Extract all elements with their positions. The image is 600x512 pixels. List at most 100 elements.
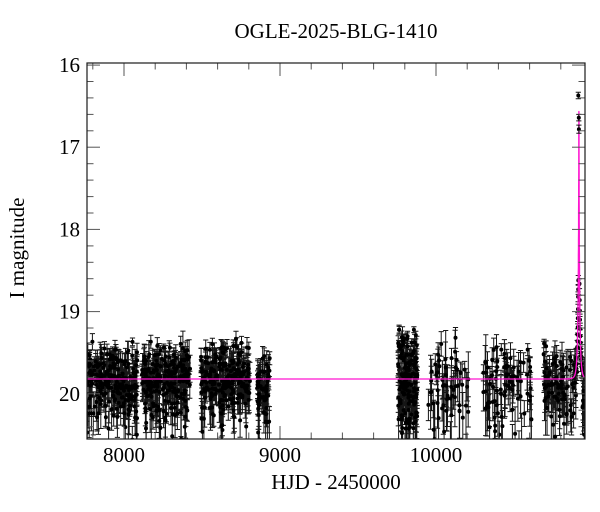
- data-point: [118, 404, 123, 409]
- data-point: [398, 355, 403, 360]
- data-point: [208, 369, 213, 374]
- data-point: [255, 372, 260, 376]
- data-point: [265, 379, 270, 384]
- data-point: [506, 383, 511, 388]
- data-point: [221, 364, 226, 369]
- data-point: [229, 385, 234, 390]
- data-point: [120, 359, 125, 364]
- data-point: [429, 369, 434, 374]
- data-point: [399, 372, 404, 377]
- data-point: [443, 357, 448, 362]
- data-point: [134, 432, 139, 437]
- data-point: [168, 385, 173, 389]
- data-point: [125, 365, 129, 370]
- data-point: [443, 365, 448, 370]
- data-point: [460, 415, 465, 420]
- data-point: [228, 369, 233, 374]
- data-point: [265, 420, 270, 424]
- data-point: [258, 384, 263, 389]
- data-point: [493, 423, 498, 428]
- data-point: [104, 379, 109, 384]
- data-point: [414, 367, 419, 372]
- data-point: [499, 347, 504, 352]
- data-point: [546, 394, 551, 399]
- data-point: [491, 347, 496, 352]
- data-point: [87, 353, 92, 358]
- data-point: [453, 335, 458, 340]
- data-point: [557, 414, 562, 419]
- data-point: [163, 354, 168, 359]
- data-point: [223, 382, 228, 387]
- data-point: [247, 379, 252, 384]
- data-point: [134, 384, 139, 389]
- data-point: [142, 357, 147, 362]
- data-point: [576, 115, 581, 120]
- data-point: [200, 429, 205, 434]
- data-point: [133, 394, 137, 399]
- data-point: [525, 347, 530, 352]
- data-point: [241, 365, 245, 369]
- data-point: [515, 375, 520, 380]
- data-point: [243, 401, 248, 406]
- data-point: [556, 398, 560, 403]
- data-point: [154, 352, 159, 357]
- data-point: [149, 394, 154, 399]
- data-point: [511, 374, 516, 379]
- data-point: [173, 370, 178, 375]
- data-point: [516, 369, 521, 374]
- x-tick-label: 10000: [410, 443, 463, 467]
- data-point: [102, 362, 107, 367]
- data-point: [143, 401, 147, 406]
- data-point: [158, 348, 163, 353]
- data-point: [135, 350, 139, 355]
- data-point: [518, 360, 523, 365]
- data-point: [542, 398, 547, 403]
- data-point: [171, 352, 176, 357]
- data-point: [518, 394, 523, 399]
- data-point: [549, 414, 554, 419]
- data-point: [529, 417, 534, 422]
- data-point: [435, 401, 440, 405]
- data-point: [178, 395, 183, 400]
- data-point: [426, 402, 431, 407]
- data-point: [206, 387, 211, 392]
- data-point: [127, 394, 132, 399]
- data-point: [218, 405, 223, 410]
- data-point: [568, 408, 573, 413]
- data-point: [399, 335, 404, 340]
- data-point: [242, 361, 246, 366]
- data-point: [511, 383, 515, 388]
- data-point: [91, 411, 96, 416]
- plot-border: [86, 62, 586, 440]
- data-point: [396, 403, 401, 408]
- data-point: [150, 362, 155, 366]
- data-point: [413, 360, 418, 365]
- data-point: [161, 345, 166, 350]
- data-point: [429, 378, 434, 383]
- data-point: [504, 373, 509, 378]
- data-point: [485, 365, 490, 370]
- data-point: [402, 392, 407, 397]
- data-point: [199, 358, 204, 363]
- data-point: [103, 391, 108, 396]
- y-tick-label: 18: [59, 217, 80, 241]
- data-point: [445, 393, 450, 398]
- data-point: [210, 342, 215, 347]
- data-point: [119, 383, 124, 388]
- data-point: [508, 356, 513, 361]
- data-point: [149, 413, 154, 417]
- data-point: [167, 355, 172, 360]
- data-point: [163, 369, 168, 374]
- data-point: [559, 379, 563, 384]
- data-point: [210, 386, 215, 391]
- data-point: [442, 383, 447, 388]
- data-point: [564, 365, 569, 370]
- data-point: [412, 364, 417, 369]
- data-point: [502, 351, 507, 356]
- data-point: [144, 420, 149, 425]
- data-point: [87, 396, 92, 401]
- data-point: [255, 385, 260, 390]
- data-point: [232, 415, 237, 419]
- data-point: [237, 372, 242, 377]
